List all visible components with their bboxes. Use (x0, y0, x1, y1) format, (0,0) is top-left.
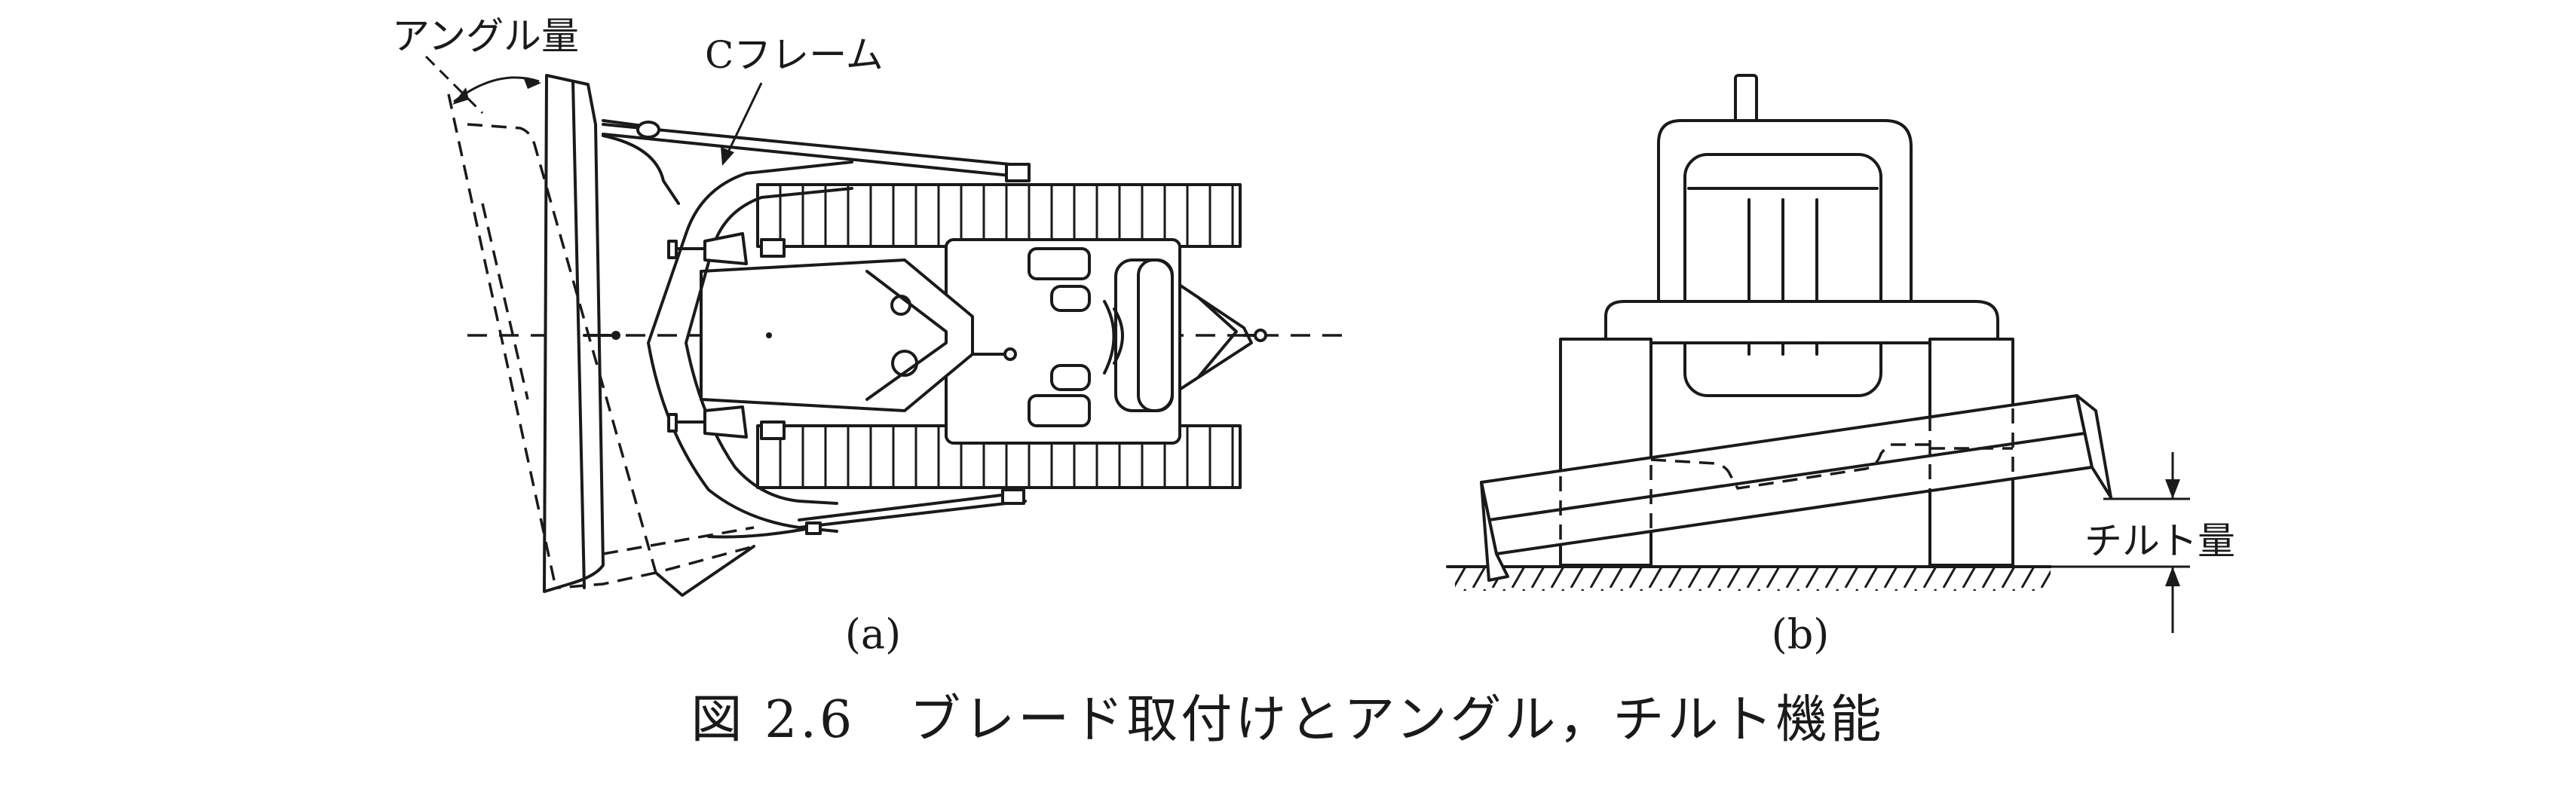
angle-amount-label: アングル量 (392, 14, 579, 58)
blade-braces (602, 119, 1031, 539)
c-frame-label: Cフレーム (705, 33, 884, 77)
engine-hood (700, 258, 1017, 412)
dozer-blade (543, 74, 620, 593)
panel-a-label: (a) (845, 610, 901, 658)
tilt-dimension (2051, 452, 2190, 633)
c-frame-leader (721, 82, 763, 166)
upper-track (756, 183, 1242, 248)
figure-caption: 図 2.6 ブレード取付けとアングル，チルト機能 (691, 690, 1884, 750)
ground (1446, 565, 2052, 591)
panel-b-front-view: チルト量 (b) (1446, 74, 2235, 658)
rear-hitch (1175, 281, 1267, 393)
angle-arc (424, 55, 541, 115)
fenders (1604, 300, 1999, 344)
panel-b-label: (b) (1772, 610, 1830, 658)
tilt-amount-label: チルト量 (2084, 519, 2235, 563)
cab (1657, 119, 1913, 397)
angled-blade-dashed (447, 93, 755, 597)
panel-a-top-view: アングル量 Cフレーム (a) (392, 14, 1342, 658)
c-frame (647, 161, 853, 533)
tractor-body (945, 238, 1181, 445)
tilted-blade (1480, 384, 2112, 582)
